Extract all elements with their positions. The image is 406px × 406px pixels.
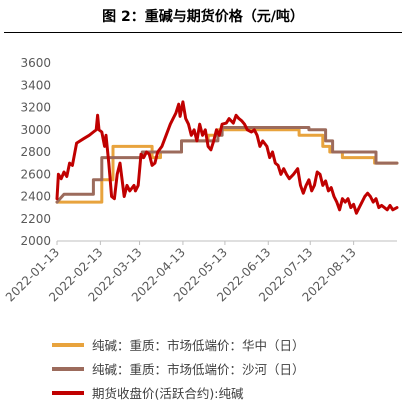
figure-title: 图 2：重碱与期货价格（元/吨） (102, 9, 304, 25)
y-tick-label: 3400 (20, 78, 51, 92)
y-tick-label: 2000 (20, 234, 51, 248)
y-tick-label: 2800 (20, 145, 51, 159)
legend-label: 期货收盘价(活跃合约):纯碱 (92, 386, 244, 401)
y-tick-label: 2200 (20, 212, 51, 226)
y-tick-label: 2600 (20, 167, 51, 181)
series-line-futures (55, 100, 399, 215)
legend: 纯碱：重质：市场低端价：华中（日） 纯碱：重质：市场低端价：沙河（日） 期货收盘价(… (52, 338, 305, 401)
legend-label: 纯碱：重质：市场低端价：华中（日） (92, 338, 305, 353)
y-tick-label: 3600 (20, 56, 51, 70)
y-tick-label: 3000 (20, 123, 51, 137)
series-line-shahe (55, 126, 399, 204)
series-layer (55, 100, 399, 215)
y-tick-label: 3200 (20, 101, 51, 115)
legend-label: 纯碱：重质：市场低端价：沙河（日） (92, 362, 305, 377)
axes-layer: 2000220024002600280030003200340036002022… (3, 56, 397, 304)
title-divider (4, 32, 402, 33)
y-tick-label: 2400 (20, 190, 51, 204)
